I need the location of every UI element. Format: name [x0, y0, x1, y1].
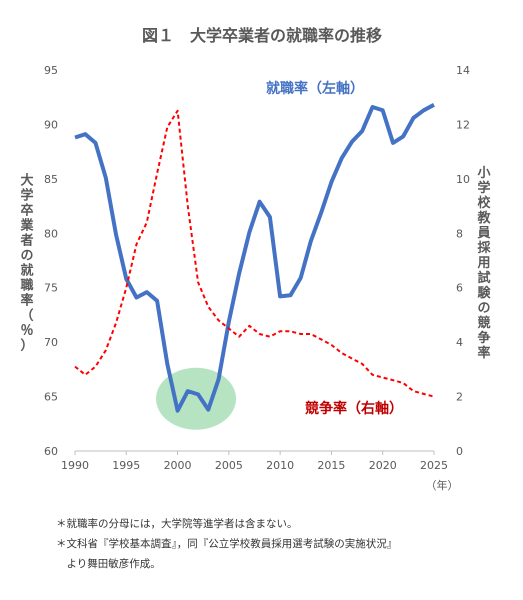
y-left-label-char: 就 [20, 263, 33, 279]
y-left-ticks: 60 65 70 75 80 85 90 95 [44, 64, 58, 458]
note-line-3: より舞田敏彦作成。 [56, 558, 161, 570]
y-right-tick-label: 6 [456, 282, 463, 295]
highlight-ellipse [156, 367, 237, 430]
x-tick-label: 1990 [61, 459, 89, 472]
line-chart: 図１ 大学卒業者の就職率の推移 1990 1995 2000 2005 2010 2015… [19, 26, 491, 492]
y-right-label-char: 争 [477, 330, 490, 346]
y-right-label-char: 校 [477, 195, 491, 211]
y-right-label-char: 小 [477, 166, 490, 181]
y-left-tick-label: 75 [44, 282, 58, 295]
y-left-label-char: （ [20, 308, 33, 324]
x-tick-label: 1995 [112, 459, 140, 472]
y-right-tick-label: 0 [456, 445, 463, 458]
y-left-label-char: 学 [20, 188, 33, 204]
y-left-label-char: の [20, 249, 33, 264]
note-line-1: ＊就職率の分母には，大学院等進学者は含まない。 [56, 518, 298, 530]
y-right-label-char: 用 [476, 256, 490, 271]
y-right-ticks: 0 2 4 6 8 10 12 14 [456, 64, 470, 458]
y-left-tick-label: 70 [44, 336, 58, 349]
y-right-label-char: 率 [477, 345, 490, 361]
y-left-tick-label: 95 [44, 64, 58, 77]
y-left-axis-label: 大学卒業者の就職率（％） [19, 173, 34, 354]
series-line-employment [74, 103, 435, 413]
y-left-label-char: 卒 [20, 203, 33, 219]
y-left-label-char: 大 [20, 173, 33, 189]
y-left-label-char: 業 [19, 218, 34, 234]
y-right-label-char: の [477, 301, 490, 316]
y-right-label-char: 学 [477, 180, 490, 196]
y-left-label-char: 職 [20, 278, 33, 294]
x-ticks: 1990 1995 2000 2005 2010 2015 2020 2025 [61, 451, 448, 472]
y-right-tick-label: 10 [456, 173, 470, 186]
y-left-tick-label: 90 [44, 118, 58, 131]
x-tick-label: 2000 [164, 459, 192, 472]
y-left-tick-label: 65 [44, 391, 58, 404]
x-tick-label: 2015 [317, 459, 345, 472]
series-points-1 [74, 110, 435, 398]
x-tick-label: 2005 [215, 459, 243, 472]
note-line-2: ＊文科省『学校基本調査』，同『公立学校教員採用選考試験の実施状況』 [56, 538, 398, 550]
y-left-label-char: 率 [20, 293, 33, 309]
y-left-label-char: 者 [19, 233, 33, 249]
x-tick-label: 2025 [420, 459, 448, 472]
y-left-tick-label: 60 [44, 445, 58, 458]
y-right-tick-label: 14 [456, 64, 470, 77]
y-left-label-char: ） [20, 338, 33, 354]
y-right-tick-label: 12 [456, 118, 470, 131]
y-left-tick-label: 80 [44, 227, 58, 240]
y-right-tick-label: 8 [456, 227, 463, 240]
y-right-label-char: 競 [477, 315, 490, 331]
series-points-0 [74, 104, 435, 412]
x-unit-label: （年） [426, 478, 459, 492]
y-right-label-char: 験 [477, 285, 491, 301]
y-right-tick-label: 2 [456, 391, 463, 404]
series-label-competition: 競争率（右軸） [305, 400, 403, 417]
series-label-employment: 就職率（左軸） [266, 80, 364, 97]
y-left-label-char: ％ [20, 324, 33, 339]
y-right-tick-label: 4 [456, 336, 463, 349]
y-right-label-char: 試 [477, 270, 490, 286]
chart-title: 図１ 大学卒業者の就職率の推移 [142, 26, 382, 45]
x-tick-label: 2010 [266, 459, 294, 472]
y-right-label-char: 採 [477, 240, 491, 256]
y-right-label-char: 教 [476, 210, 491, 226]
series-line-competition [74, 109, 435, 398]
x-tick-label: 2020 [369, 459, 397, 472]
y-left-tick-label: 85 [44, 173, 58, 186]
y-right-label-char: 員 [476, 226, 490, 241]
